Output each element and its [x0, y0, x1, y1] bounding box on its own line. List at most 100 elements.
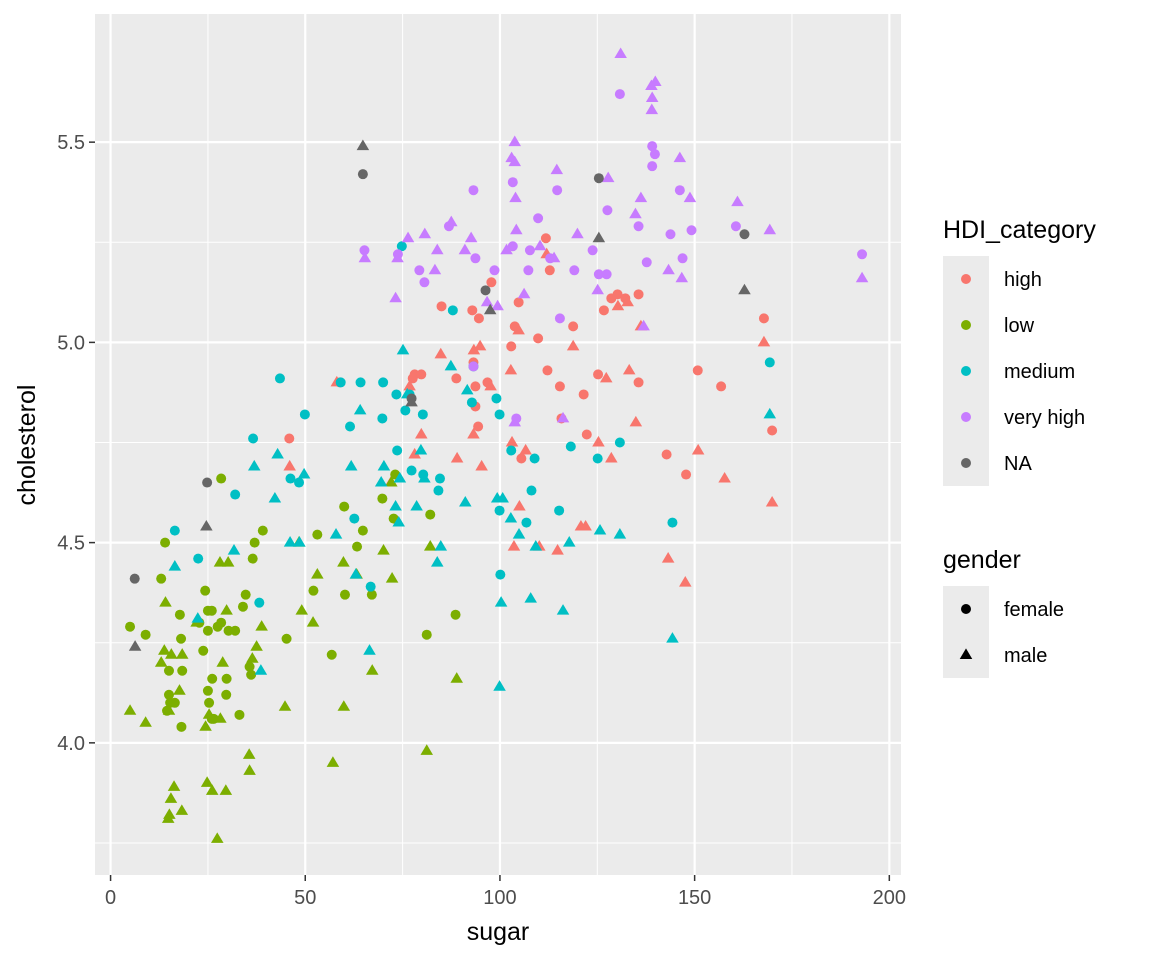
data-point-circle	[207, 673, 218, 684]
data-point-triangle	[599, 371, 613, 383]
data-point-triangle	[637, 319, 650, 331]
data-point-circle	[526, 485, 537, 496]
data-point-circle	[686, 225, 697, 236]
data-point-triangle	[504, 363, 518, 375]
data-point-triangle	[219, 784, 233, 795]
data-point-circle	[357, 525, 368, 536]
legend-title-gender: gender	[943, 546, 1021, 574]
data-point-circle	[633, 377, 644, 388]
data-point-circle	[554, 381, 565, 392]
data-point-triangle	[158, 644, 171, 655]
data-point-triangle	[216, 656, 229, 667]
data-point-circle	[366, 589, 377, 600]
data-point-circle	[176, 633, 187, 644]
data-point-triangle	[247, 459, 261, 471]
data-point-triangle	[173, 684, 186, 695]
data-point-triangle	[551, 544, 564, 555]
data-point-circle	[587, 245, 598, 256]
data-point-triangle	[666, 632, 679, 643]
data-point-triangle	[508, 155, 522, 167]
data-point-circle	[221, 689, 232, 700]
data-point-triangle	[374, 475, 388, 487]
data-point-triangle	[200, 776, 214, 787]
data-point-triangle	[593, 524, 607, 535]
x-tick-label: 150	[678, 887, 711, 909]
data-point-circle	[544, 265, 555, 276]
data-point-triangle	[649, 75, 662, 87]
data-point-triangle	[227, 544, 241, 555]
data-point-circle	[339, 501, 350, 512]
data-point-triangle	[337, 700, 351, 711]
data-point-circle	[163, 665, 174, 676]
data-point-triangle	[418, 227, 432, 239]
data-point-triangle	[385, 572, 399, 583]
data-point-triangle	[420, 744, 434, 755]
data-point-triangle	[365, 664, 379, 675]
data-point-circle	[312, 529, 323, 540]
data-point-triangle	[246, 652, 259, 663]
data-point-circle	[396, 241, 407, 252]
data-point-circle	[649, 149, 660, 160]
data-point-triangle	[592, 231, 606, 243]
data-point-triangle	[855, 271, 869, 283]
data-point-triangle	[175, 648, 189, 659]
data-point-triangle	[283, 459, 296, 471]
data-point-circle	[507, 241, 518, 252]
legend-gender: gender female male	[943, 546, 1064, 678]
data-point-circle	[450, 609, 461, 620]
legend-label: male	[1004, 645, 1047, 667]
data-point-circle	[357, 169, 368, 180]
y-tick-label: 5.0	[57, 332, 85, 354]
data-point-triangle	[763, 223, 777, 235]
data-point-triangle	[450, 672, 463, 683]
data-point-triangle	[613, 528, 627, 539]
data-point-triangle	[377, 459, 391, 471]
data-point-triangle	[410, 499, 423, 511]
x-tick-label: 0	[105, 887, 116, 909]
legend-label: female	[1004, 599, 1064, 621]
data-point-triangle	[673, 151, 687, 163]
data-point-triangle	[403, 379, 416, 391]
data-point-circle	[681, 469, 692, 480]
data-point-triangle	[326, 756, 340, 767]
data-point-circle	[230, 625, 241, 636]
data-point-circle	[667, 517, 678, 528]
data-point-circle	[248, 433, 259, 444]
data-point-circle	[592, 453, 603, 464]
data-point-circle	[569, 265, 580, 276]
data-point-circle	[507, 177, 518, 188]
data-point-circle	[764, 357, 775, 368]
data-point-triangle	[645, 91, 659, 103]
data-point-triangle	[283, 536, 297, 547]
data-point-circle	[467, 305, 478, 316]
data-point-circle	[468, 185, 479, 196]
data-point-circle	[299, 409, 310, 420]
data-point-circle	[193, 553, 204, 564]
data-point-circle	[506, 341, 517, 352]
data-point-triangle	[393, 471, 407, 483]
data-point-circle	[417, 409, 428, 420]
data-point-circle	[524, 245, 535, 256]
data-point-circle	[601, 269, 612, 280]
data-point-triangle	[467, 343, 481, 355]
data-point-triangle	[396, 343, 410, 355]
data-point-triangle	[293, 536, 306, 547]
data-point-triangle	[611, 299, 625, 311]
data-point-circle	[451, 373, 462, 384]
legend-label: low	[1004, 315, 1035, 337]
data-point-circle	[647, 161, 658, 172]
data-point-circle	[470, 253, 481, 264]
data-point-triangle	[221, 556, 235, 567]
data-point-circle	[391, 389, 402, 400]
data-point-triangle	[622, 363, 636, 375]
data-point-triangle	[389, 499, 402, 511]
data-point-circle	[661, 449, 672, 460]
data-point-triangle	[592, 435, 605, 447]
data-point-triangle	[405, 395, 418, 407]
data-point-triangle	[562, 536, 576, 547]
data-point-circle	[359, 245, 370, 256]
data-point-triangle	[661, 552, 675, 563]
data-point-triangle	[496, 491, 509, 503]
data-point-triangle	[163, 808, 176, 819]
